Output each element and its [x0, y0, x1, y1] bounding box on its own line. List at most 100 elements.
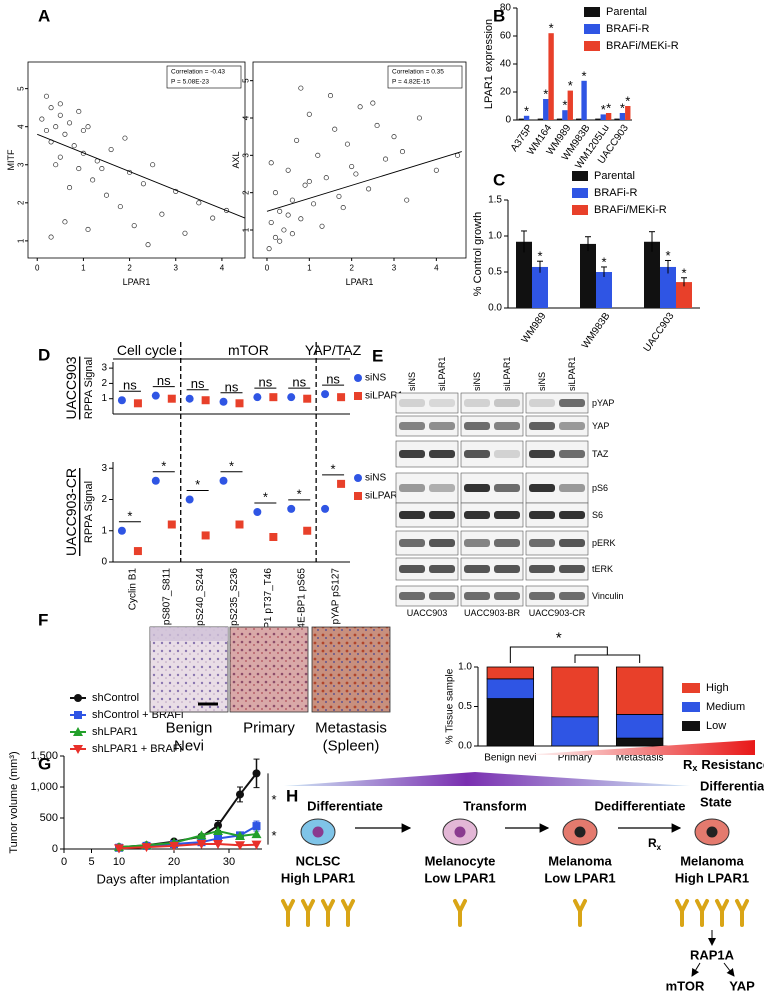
- data-point: [272, 234, 278, 241]
- significance: *: [195, 477, 200, 492]
- band: [464, 592, 490, 600]
- data-point: [48, 234, 54, 240]
- data-point: [289, 231, 295, 237]
- legend-label: siLPAR1: [365, 491, 404, 502]
- x-tick-label: 2: [127, 264, 132, 273]
- bar: [580, 243, 596, 308]
- receptor: [301, 899, 315, 927]
- blot-frame: [525, 415, 589, 437]
- bar: [556, 118, 563, 120]
- y-tick-label: 0.0: [488, 303, 502, 314]
- y-tick-label: 5: [242, 78, 251, 83]
- legend-swatch: [572, 188, 588, 198]
- band: [429, 422, 455, 430]
- legend-label: Low: [706, 720, 726, 732]
- histology-image: [311, 626, 391, 713]
- marker: [73, 727, 83, 736]
- stage-name: Melanoma: [548, 854, 612, 869]
- bar: [537, 118, 544, 120]
- band: [559, 450, 585, 458]
- legend-label: shLPAR1 + BRAFi: [92, 743, 182, 755]
- significance: *: [524, 103, 529, 118]
- data-point: [433, 167, 439, 173]
- bar: [567, 90, 573, 120]
- data-point: [277, 208, 283, 214]
- x-tick-label: S6 pS240_S244: [195, 568, 206, 641]
- data-point: [272, 190, 278, 196]
- lane-label: siLPAR1: [502, 357, 512, 391]
- bar: [600, 114, 606, 120]
- significance: *: [556, 630, 562, 647]
- legend-swatch: [584, 41, 600, 51]
- band: [559, 484, 585, 492]
- data-point: [150, 162, 156, 168]
- bar: [581, 80, 587, 120]
- band: [529, 450, 555, 458]
- data-point: [159, 211, 165, 217]
- bar-segment: [615, 666, 664, 715]
- legend-label: Medium: [706, 701, 745, 713]
- legend-swatch: [682, 702, 700, 712]
- x-tick-label: pYAP pS127: [331, 568, 342, 625]
- significance: *: [229, 458, 234, 473]
- data-point: [374, 122, 380, 129]
- histology-label: Benign: [166, 720, 213, 737]
- data-point: [319, 223, 325, 229]
- marker: [201, 531, 210, 540]
- y-tick-label: 4: [17, 124, 26, 129]
- data-point: [302, 182, 308, 188]
- cell-line-label: UACC903-CR: [529, 608, 586, 618]
- marker: [214, 834, 222, 843]
- blot-row-label: pYAP: [592, 398, 614, 408]
- histology-image: [149, 626, 229, 713]
- plot-frame: [27, 61, 246, 259]
- bar: [595, 118, 601, 120]
- significance: *: [549, 21, 554, 36]
- y-tick-label: 2: [101, 378, 107, 389]
- panel-letter: B: [493, 7, 505, 26]
- pathway-node: RAP1A: [690, 948, 735, 963]
- x-tick-label: UACC903: [642, 310, 677, 354]
- x-tick-label: WM989: [520, 310, 549, 345]
- data-point: [285, 167, 291, 173]
- y-tick-label: 0.0: [458, 741, 472, 752]
- band: [429, 399, 455, 407]
- data-point: [349, 163, 355, 170]
- significance: *: [601, 254, 606, 269]
- histology-label: (Spleen): [323, 738, 380, 755]
- y-axis-label: % Control growth: [472, 212, 484, 296]
- legend-swatch: [682, 683, 700, 693]
- marker: [213, 840, 223, 850]
- bar: [644, 241, 660, 308]
- band: [494, 484, 520, 492]
- y-tick-label: 60: [500, 31, 512, 42]
- band: [399, 399, 425, 407]
- receptor: [573, 899, 587, 927]
- data-point: [404, 197, 410, 203]
- band: [529, 592, 555, 600]
- band: [559, 539, 585, 547]
- y-axis-label: MITF: [6, 149, 16, 170]
- marker: [114, 844, 124, 854]
- data-point: [108, 146, 114, 153]
- x-tick-label: S6 pS235_S236: [229, 568, 240, 641]
- bar: [596, 272, 612, 308]
- x-tick-label: 0: [61, 856, 67, 868]
- nucleus: [312, 826, 324, 838]
- x-axis-label: LPAR1: [123, 277, 151, 287]
- text: Resistance: [701, 757, 764, 772]
- band: [429, 592, 455, 600]
- legend-label: Parental: [594, 170, 635, 182]
- annotation: Correlation = -0.43: [171, 69, 225, 76]
- data-point: [281, 227, 287, 233]
- data-point: [332, 126, 338, 132]
- receptor: [735, 899, 749, 927]
- band: [464, 484, 490, 492]
- data-point: [344, 141, 350, 147]
- data-point: [294, 137, 300, 143]
- data-point: [39, 116, 45, 122]
- band: [559, 399, 585, 407]
- significance: ns: [292, 375, 306, 390]
- x-tick-label: Metastasis: [616, 753, 664, 764]
- legend-label: siNS: [365, 373, 386, 384]
